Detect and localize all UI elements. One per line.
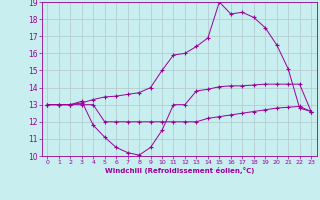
X-axis label: Windchill (Refroidissement éolien,°C): Windchill (Refroidissement éolien,°C) (105, 167, 254, 174)
